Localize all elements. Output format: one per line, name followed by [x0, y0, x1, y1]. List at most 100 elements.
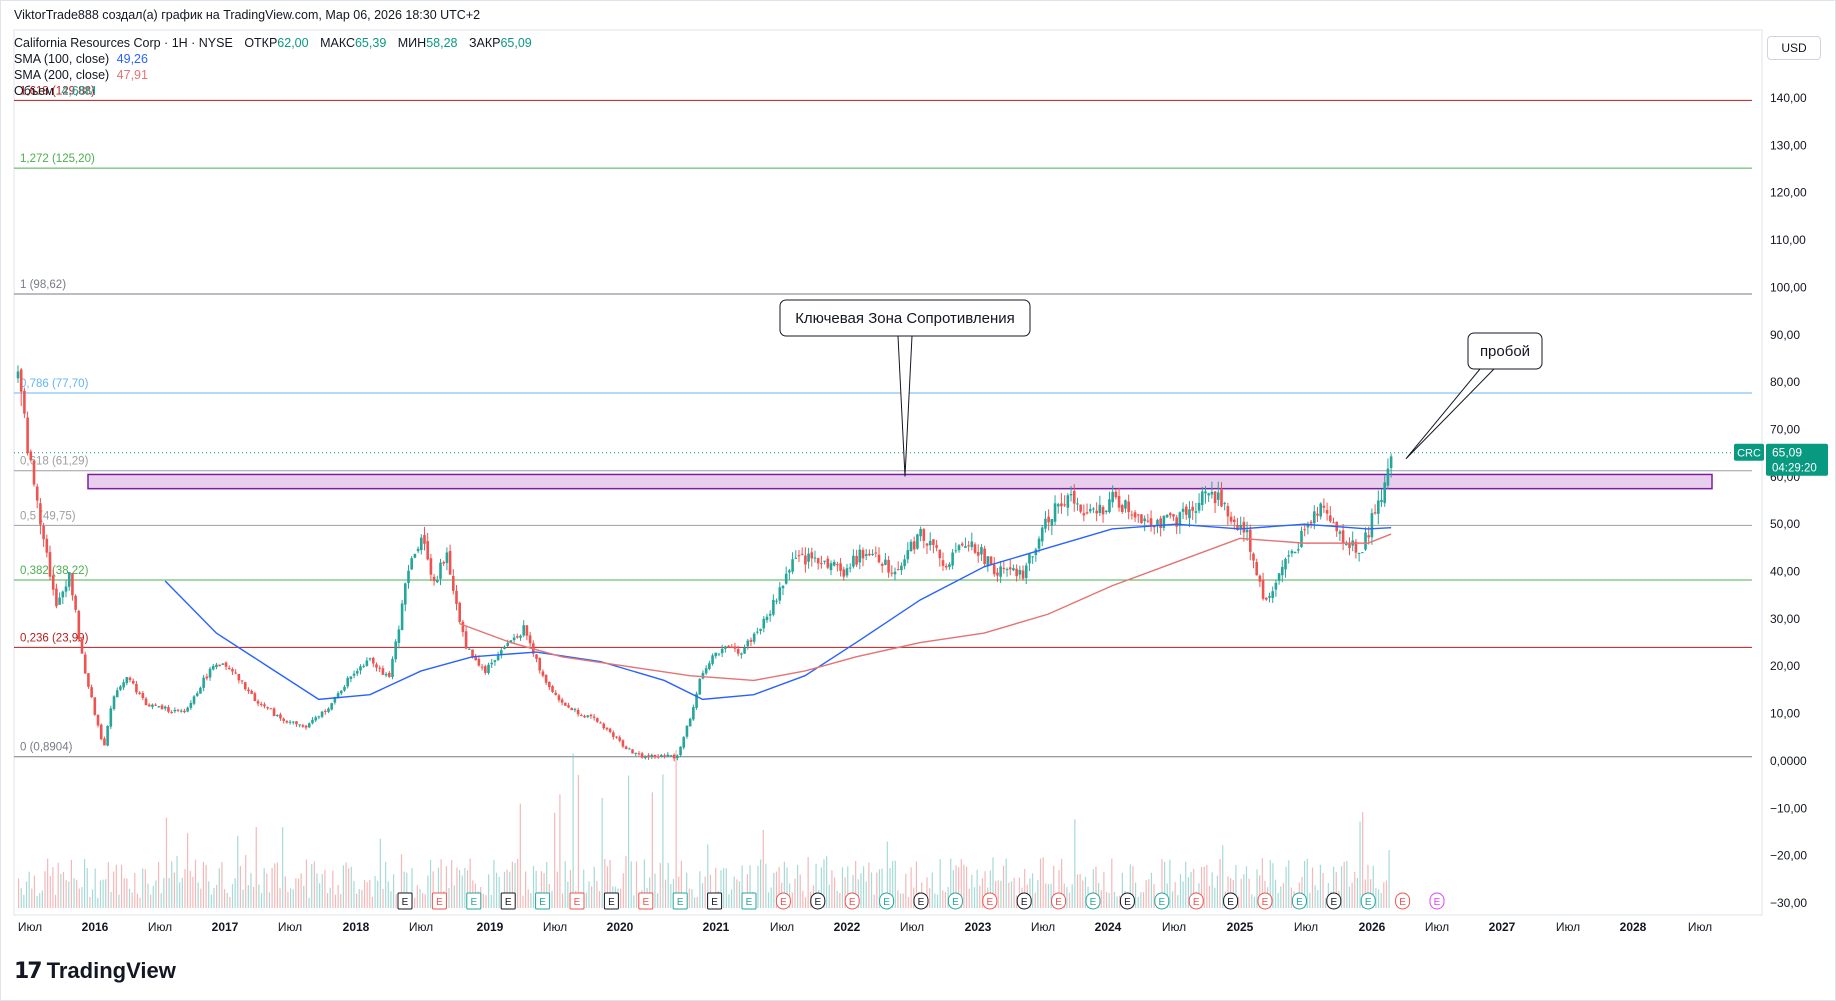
volume-bar	[1333, 866, 1335, 908]
volume-bar	[466, 870, 469, 908]
candle-body	[960, 543, 964, 546]
volume-bar	[939, 859, 941, 908]
volume-bar	[115, 864, 117, 908]
candle-body	[615, 736, 618, 738]
earnings-marker-box	[947, 892, 963, 910]
candle-body	[954, 550, 958, 552]
candle-body	[1245, 529, 1249, 533]
volume-bar	[878, 869, 881, 908]
candle-body	[858, 549, 862, 563]
volume-bar	[295, 878, 297, 908]
volume-bar	[60, 873, 62, 908]
earnings-marker-box	[775, 892, 791, 910]
tradingview-logo[interactable]: 17 TradingView	[14, 958, 176, 984]
volume-bar	[625, 856, 627, 908]
volume-bar	[186, 833, 189, 908]
volume-bar	[598, 891, 601, 908]
candle-body	[1175, 517, 1178, 527]
volume-bar	[709, 874, 712, 908]
candle-body	[618, 737, 622, 741]
volume-bar	[1082, 880, 1084, 908]
volume-bar	[659, 862, 661, 908]
candle-body	[784, 573, 788, 584]
candle-body	[1140, 514, 1143, 524]
candle-body	[1380, 499, 1383, 503]
volume-bar	[427, 875, 429, 908]
candle-body	[1338, 531, 1342, 534]
candle-body	[861, 549, 865, 559]
low-value: МИН58,28	[397, 36, 458, 50]
volume-bar	[194, 859, 197, 908]
volume-bar	[424, 894, 426, 908]
volume-bar	[300, 873, 302, 908]
volume-bar	[1185, 861, 1187, 908]
candle-body	[583, 715, 586, 718]
candle-body	[221, 663, 225, 665]
candle-body	[964, 546, 967, 548]
y-tick-label: 100,00	[1770, 280, 1807, 294]
volume-bar	[960, 859, 962, 908]
x-tick-label: 2026	[1359, 920, 1386, 934]
candle-body	[1172, 514, 1175, 517]
volume-bar	[189, 870, 191, 908]
candle-body	[506, 642, 510, 646]
earnings-marker: E	[1223, 892, 1239, 910]
volume-bar	[253, 886, 255, 908]
candle-body	[327, 708, 330, 712]
volume-bar	[1359, 821, 1361, 908]
y-tick-label: 130,00	[1770, 138, 1807, 152]
volume-bar	[498, 876, 500, 908]
volume-bar	[41, 890, 43, 908]
currency-button[interactable]: USD	[1767, 36, 1821, 60]
sma200-legend[interactable]: SMA (200, close) 47,91	[14, 68, 148, 82]
volume-bar	[1074, 819, 1076, 908]
candle-body	[855, 556, 858, 565]
candle-body	[804, 555, 807, 565]
candle-body	[253, 693, 257, 702]
volume-bar	[361, 889, 363, 908]
candle-body	[16, 371, 20, 379]
volume-bar	[451, 860, 453, 908]
candle-body	[243, 682, 247, 690]
volume-bar	[308, 897, 310, 908]
candle-body	[1264, 597, 1268, 600]
earnings-marker-box	[1223, 892, 1239, 910]
candle-body	[1143, 518, 1146, 522]
candle-body	[484, 666, 487, 673]
volume-bar	[1343, 861, 1345, 908]
candle-body	[1242, 521, 1246, 533]
volume-bar	[905, 873, 907, 908]
earnings-marker-label: E	[1090, 897, 1097, 908]
candle-body	[413, 553, 417, 558]
volume-bar	[337, 884, 339, 908]
candle-body	[346, 677, 349, 687]
candle-body	[1031, 556, 1034, 558]
volume-bar	[836, 890, 838, 908]
candle-body	[800, 553, 804, 555]
volume-bar	[910, 867, 912, 908]
volume-bar	[572, 753, 574, 908]
y-tick-label: 10,00	[1770, 707, 1800, 721]
x-tick-label: Июл	[900, 920, 924, 934]
symbol-legend[interactable]: California Resources Corp · 1H · NYSE ОТ…	[14, 36, 532, 50]
volume-bar	[1367, 864, 1369, 908]
candle-body	[1287, 555, 1290, 557]
candle-body	[1095, 510, 1098, 514]
candle-body	[199, 687, 202, 694]
volume-legend[interactable]: Объем 4,68М	[14, 84, 96, 98]
candle-body	[266, 707, 269, 709]
volume-bar	[1066, 886, 1068, 908]
symbol-tag	[1734, 443, 1764, 461]
candle-body	[570, 707, 574, 711]
volume-bar	[205, 864, 207, 908]
candle-body	[419, 537, 423, 551]
volume-bar	[551, 890, 553, 908]
volume-bar	[128, 888, 131, 908]
sma100-legend[interactable]: SMA (100, close) 49,26	[14, 52, 148, 66]
earnings-marker-box	[500, 892, 516, 910]
candle-body	[733, 646, 737, 649]
candle-body	[928, 540, 932, 546]
y-tick-label: 140,00	[1770, 91, 1807, 105]
fib-level-label: 1,272 (125,20)	[20, 153, 95, 165]
